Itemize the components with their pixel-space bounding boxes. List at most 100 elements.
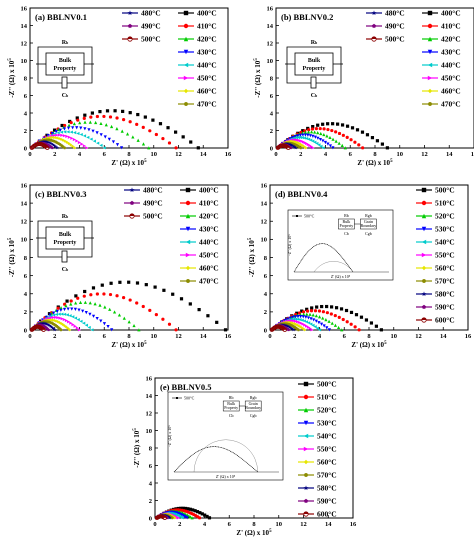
data-point [82,321,86,325]
data-point [345,320,349,324]
data-point [135,301,139,305]
data-point [191,508,195,512]
data-point [67,320,71,324]
data-point [324,318,328,322]
x-tick-label: 10 [397,151,404,158]
x-tick-label: 12 [175,333,182,340]
data-point [108,292,113,297]
legend-label: 430°C [199,225,219,234]
data-point [335,122,340,126]
data-point [46,323,51,327]
y-tick-label: 0 [264,327,267,334]
data-point [340,328,344,332]
x-tick-label: 16 [471,151,474,158]
inset-legend-marker [176,397,178,399]
legend-marker [427,102,433,106]
data-point [166,126,170,130]
data-point [360,130,365,134]
data-point [68,119,72,124]
legend-label: 420°C [199,212,219,221]
data-point [325,304,329,309]
legend-label: 440°C [199,238,219,247]
legend-label: 580°C [317,484,337,493]
data-point [296,315,300,319]
y-tick-label: 14 [267,23,274,30]
legend-item: 440°C [178,61,217,70]
y-tick-label: 2 [270,128,273,135]
data-point [105,109,110,113]
data-point [147,146,151,150]
data-point [289,143,294,147]
data-point [316,136,320,140]
data-point [326,127,330,132]
data-point [327,319,331,323]
legend-item: 560°C [298,458,337,467]
data-point [90,328,94,332]
data-point [115,143,120,147]
data-point [311,139,315,143]
legend-item: 480°C [122,9,161,18]
data-point [380,142,384,146]
legend-label: 420°C [441,35,461,44]
data-point [98,110,102,114]
data-point [143,115,147,119]
data-point [103,305,107,309]
cb-label: Cb [344,231,349,236]
data-point [317,328,322,332]
data-point [74,301,78,305]
legend-marker [427,36,433,42]
data-point [287,325,292,329]
data-point [158,122,163,126]
data-point [328,135,332,140]
data-point [66,126,71,130]
y-tick-label: 10 [21,58,28,65]
data-point [82,294,86,298]
data-point [303,133,307,137]
data-point [60,317,64,321]
data-point [77,308,81,312]
legend-marker [421,200,427,206]
data-point [309,309,314,313]
data-point [73,324,77,328]
legend-item: 490°C [124,199,163,208]
data-point [64,318,69,323]
data-point [47,136,51,140]
legend-item: 470°C [178,100,217,109]
x-tick-label: 0 [28,151,31,158]
data-point [303,141,307,145]
c-label: Cb [311,93,318,99]
data-point [67,123,71,127]
data-point [299,146,303,150]
legend-label: 500°C [317,380,337,389]
data-point [310,306,314,310]
data-point [305,307,309,311]
x-tick-label: 12 [415,333,422,340]
legend-marker [303,420,309,426]
data-point [290,143,295,148]
data-point [295,138,299,142]
data-point [47,140,51,145]
data-point [325,134,329,138]
y-tick-label: 10 [261,237,268,244]
r-label: Rb [62,40,69,46]
capacitor-symbol [61,76,68,89]
x-tick-label: 10 [391,333,398,340]
legend-marker [303,446,309,452]
data-point [293,145,297,149]
y-tick-label: 10 [21,237,28,244]
data-point [301,129,305,133]
data-point [288,325,293,330]
data-point [298,325,302,329]
y-tick-label: 4 [24,110,28,117]
data-point [154,313,158,317]
data-point [83,300,87,304]
data-point [315,141,319,146]
capacitor-symbol [310,76,317,89]
legend-label: 600°C [435,316,455,325]
data-point [121,109,125,113]
legend-item: 500°C [124,212,163,221]
data-point [343,146,347,150]
data-point [161,317,165,321]
data-point [46,140,50,144]
